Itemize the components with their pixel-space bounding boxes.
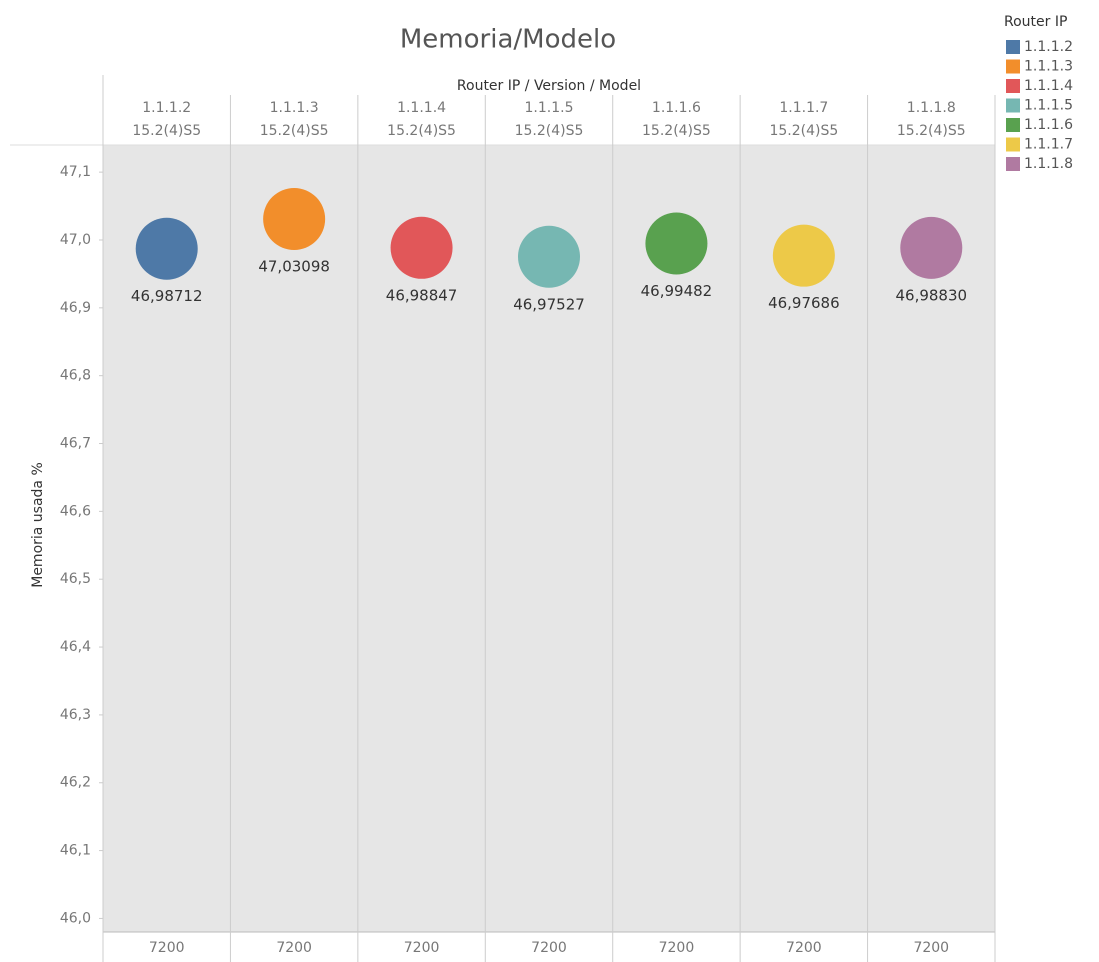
version-header: 15.2(4)S5: [515, 123, 584, 139]
legend-swatch: [1006, 40, 1020, 54]
ip-header: 1.1.1.3: [270, 100, 319, 116]
point: [772, 224, 835, 287]
y-tick-label: 46,7: [60, 436, 91, 452]
legend-label: 1.1.1.5: [1024, 98, 1073, 114]
version-header: 15.2(4)S5: [769, 123, 838, 139]
value-label: 46,98847: [386, 286, 458, 304]
point: [645, 212, 708, 275]
point: [135, 217, 198, 280]
y-tick-label: 47,0: [60, 232, 91, 248]
version-header: 15.2(4)S5: [897, 123, 966, 139]
legend-label: 1.1.1.2: [1024, 39, 1073, 55]
point: [263, 187, 326, 250]
legend-swatch: [1006, 157, 1020, 171]
ip-header: 1.1.1.4: [397, 100, 446, 116]
ip-header: 1.1.1.6: [652, 100, 701, 116]
y-tick-label: 46,0: [60, 910, 91, 926]
point: [900, 216, 963, 279]
model-label: 7200: [659, 940, 695, 956]
legend-swatch: [1006, 137, 1020, 152]
column-header: Router IP / Version / Model: [457, 78, 641, 94]
ip-header: 1.1.1.7: [779, 100, 828, 116]
value-label: 46,98712: [131, 287, 203, 305]
value-label: 46,97527: [513, 295, 585, 313]
version-header: 15.2(4)S5: [387, 123, 456, 139]
value-label: 46,99482: [641, 282, 713, 300]
point: [518, 225, 580, 288]
y-axis-label: Memoria usada %: [30, 462, 46, 588]
value-label: 46,97686: [768, 294, 840, 312]
legend-label: 1.1.1.8: [1024, 156, 1073, 172]
y-tick-label: 47,1: [60, 164, 91, 180]
y-tick-label: 46,3: [60, 707, 91, 723]
ip-header: 1.1.1.5: [525, 100, 574, 116]
model-label: 7200: [404, 940, 440, 956]
model-label: 7200: [913, 940, 949, 956]
y-tick-label: 46,9: [60, 300, 91, 316]
chart-title: Memoria/Modelo: [400, 25, 616, 55]
legend-label: 1.1.1.3: [1024, 59, 1073, 75]
version-header: 15.2(4)S5: [642, 123, 711, 139]
legend-label: 1.1.1.7: [1024, 137, 1073, 153]
value-label: 46,98830: [895, 286, 967, 304]
model-label: 7200: [149, 940, 185, 956]
model-label: 7200: [786, 940, 822, 956]
model-label: 7200: [276, 940, 312, 956]
legend-title: Router IP: [1004, 14, 1067, 30]
ip-header: 1.1.1.8: [907, 100, 956, 116]
value-label: 47,03098: [258, 257, 330, 275]
point: [390, 216, 453, 279]
y-tick-label: 46,1: [60, 843, 91, 859]
y-tick-label: 46,6: [60, 503, 91, 519]
legend-swatch: [1006, 118, 1020, 132]
legend-label: 1.1.1.6: [1024, 117, 1073, 133]
legend-swatch: [1006, 98, 1020, 113]
y-tick-label: 46,5: [60, 571, 91, 587]
y-tick-label: 46,2: [60, 775, 91, 791]
version-header: 15.2(4)S5: [132, 123, 201, 139]
ip-header: 1.1.1.2: [142, 100, 191, 116]
y-tick-label: 46,4: [60, 639, 91, 655]
legend-swatch: [1006, 79, 1020, 93]
y-tick-label: 46,8: [60, 368, 91, 384]
version-header: 15.2(4)S5: [260, 123, 329, 139]
legend-label: 1.1.1.4: [1024, 78, 1073, 94]
model-label: 7200: [531, 940, 567, 956]
legend-swatch: [1006, 59, 1020, 74]
